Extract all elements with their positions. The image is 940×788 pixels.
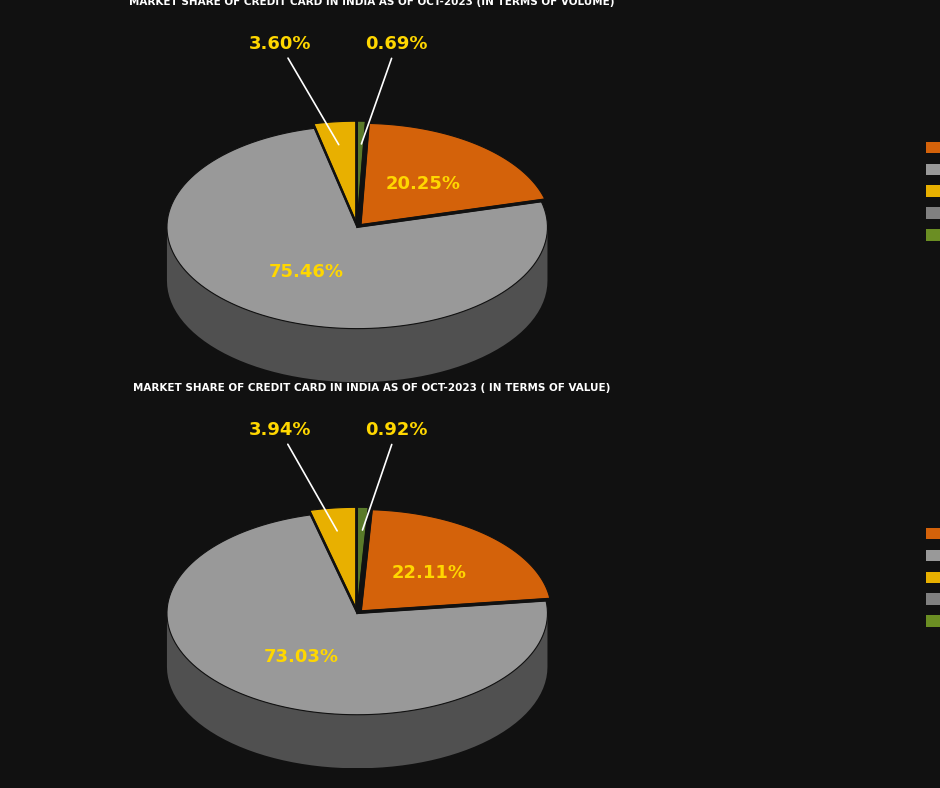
Text: 73.03%: 73.03% xyxy=(264,648,338,666)
Polygon shape xyxy=(167,128,547,329)
Legend: Public Sector Banks, Private Sector Banks, Foreign Banks, Payment Banks, Small F: Public Sector Banks, Private Sector Bank… xyxy=(923,524,940,631)
Polygon shape xyxy=(167,227,547,382)
Title: MARKET SHARE OF CREDIT CARD IN INDIA AS OF OCT-2023 ( IN TERMS OF VALUE): MARKET SHARE OF CREDIT CARD IN INDIA AS … xyxy=(133,383,610,392)
Polygon shape xyxy=(357,121,366,223)
Polygon shape xyxy=(167,515,547,715)
Text: 22.11%: 22.11% xyxy=(391,563,466,582)
Legend: Public Sector Banks, Private Sector Banks, Foreign Banks, Payment Banks, Small F: Public Sector Banks, Private Sector Bank… xyxy=(923,138,940,245)
Title: MARKET SHARE OF CREDIT CARD IN INDIA AS OF OCT-2023 (IN TERMS OF VOLUME): MARKET SHARE OF CREDIT CARD IN INDIA AS … xyxy=(129,0,614,6)
Polygon shape xyxy=(314,121,356,223)
Text: 3.94%: 3.94% xyxy=(248,421,337,531)
Text: 20.25%: 20.25% xyxy=(385,175,461,193)
Text: 0.92%: 0.92% xyxy=(363,421,428,530)
Polygon shape xyxy=(361,124,545,225)
Text: 3.60%: 3.60% xyxy=(248,35,338,145)
Polygon shape xyxy=(309,507,356,609)
Text: 0.69%: 0.69% xyxy=(361,35,428,144)
Polygon shape xyxy=(357,507,368,609)
Polygon shape xyxy=(167,613,547,768)
Text: 75.46%: 75.46% xyxy=(269,263,343,281)
Polygon shape xyxy=(361,510,550,611)
